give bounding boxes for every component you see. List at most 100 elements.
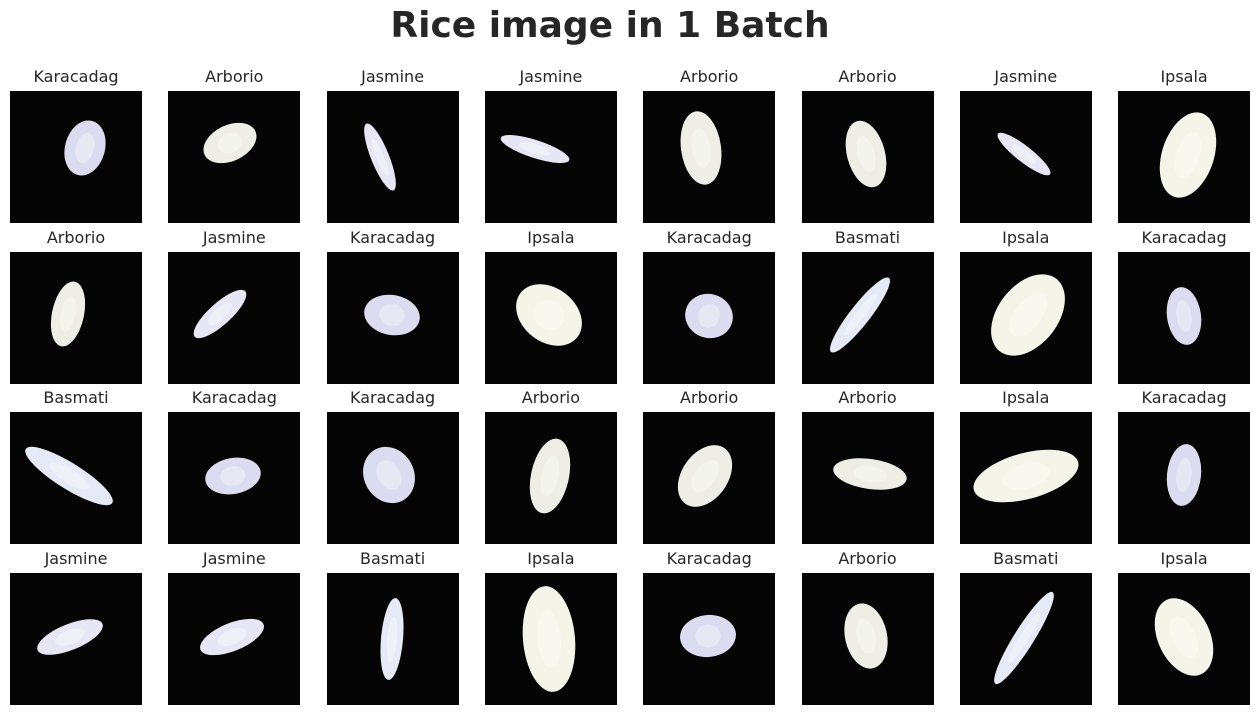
rice-grain-image (326, 91, 459, 223)
rice-grain-image (801, 573, 934, 706)
rice-grain-svg (959, 412, 1092, 545)
rice-grain-image (643, 573, 776, 706)
rice-grain (1166, 444, 1202, 507)
rice-grain-highlight (55, 628, 85, 646)
cell-label: Arborio (838, 549, 897, 569)
rice-grain-highlight (376, 460, 402, 491)
cell-label: Karacadag (350, 388, 436, 408)
cell-label: Arborio (680, 388, 739, 408)
rice-grain-highlight (49, 462, 89, 490)
rice-grain (529, 439, 571, 514)
cell-label: Karacadag (666, 549, 752, 569)
rice-grain (829, 277, 890, 353)
rice-grain (64, 120, 106, 176)
rice-grain-highlight (855, 135, 876, 173)
rice-grain (832, 458, 907, 491)
rice-grain-highlight (540, 455, 560, 497)
rice-grain-image (1118, 251, 1251, 384)
rice-grain-highlight (533, 299, 565, 331)
rice-grain (25, 447, 113, 506)
rice-grain-highlight (1002, 462, 1050, 491)
rice-grain-image (326, 412, 459, 545)
rice-grain-image (326, 251, 459, 384)
rice-grain-svg (959, 91, 1092, 223)
rice-grain (362, 447, 415, 504)
cell-label: Ipsala (1002, 388, 1050, 408)
rice-grain-svg (643, 91, 776, 223)
cell-label: Basmati (43, 388, 109, 408)
rice-grain (363, 123, 396, 191)
rice-grain-image (801, 91, 934, 223)
rice-grain (845, 120, 886, 188)
rice-grain-svg (1118, 573, 1251, 706)
rice-grain-svg (10, 412, 142, 545)
rice-grain (973, 450, 1079, 503)
rice-grain-svg (10, 573, 142, 706)
rice-grain (200, 618, 265, 656)
rice-grain (680, 111, 722, 185)
rice-grain-svg (1118, 91, 1251, 223)
rice-grain-svg (168, 251, 301, 384)
cell-label: Jasmine (994, 67, 1058, 86)
rice-grain-image (959, 251, 1092, 384)
cell-label: Ipsala (1160, 67, 1208, 86)
cell-label: Karacadag (1141, 227, 1227, 247)
rice-grain-svg (10, 251, 142, 384)
rice-grain-highlight (218, 132, 243, 154)
rice-grain-svg (484, 251, 617, 384)
rice-grain (993, 591, 1054, 685)
rice-grain-highlight (855, 618, 876, 654)
rice-grain-highlight (1007, 612, 1040, 664)
rice-grain-svg (643, 412, 776, 545)
rice-grain-highlight (1008, 293, 1047, 337)
rice-grain (50, 281, 86, 347)
rice-grain-svg (1118, 412, 1251, 545)
rice-grain-highlight (1011, 144, 1036, 164)
rice-grain-image (801, 412, 934, 545)
cell-label: Basmati (834, 227, 901, 247)
rice-grain-image (959, 91, 1092, 223)
rice-grain-image (643, 251, 776, 384)
rice-grain-highlight (843, 294, 876, 336)
rice-grain (363, 294, 420, 335)
figure-title: Rice image in 1 Batch (390, 5, 830, 46)
rice-grain-highlight (1176, 299, 1192, 332)
rice-grain-svg (959, 251, 1092, 384)
cell-label: Arborio (205, 67, 264, 86)
cell-label: Ipsala (1002, 227, 1050, 247)
cell-label: Karacadag (1141, 388, 1227, 408)
rice-grain-image (959, 412, 1092, 545)
rice-grain-highlight (1174, 131, 1202, 179)
rice-grain-image (484, 412, 617, 545)
rice-grain-image (1118, 412, 1251, 545)
rice-grain-svg (1118, 251, 1251, 384)
rice-grain-image (168, 251, 301, 384)
rice-grain-highlight (536, 610, 561, 669)
rice-grain-svg (168, 91, 301, 223)
rice-grain-svg (643, 573, 776, 706)
rice-grain-highlight (852, 465, 887, 483)
rice-grain (205, 458, 262, 495)
rice-grain-image (326, 573, 459, 706)
rice-grain-svg (326, 251, 459, 384)
rice-grain (678, 445, 733, 508)
rice-grain (997, 132, 1051, 176)
rice-grain-highlight (371, 138, 388, 176)
rice-grain (843, 603, 888, 669)
cell-label: Karacadag (666, 227, 752, 247)
cell-label: Jasmine (361, 67, 425, 86)
rice-grain-image (10, 412, 142, 545)
rice-grain-highlight (386, 616, 397, 662)
cell-label: Arborio (838, 67, 897, 86)
rice-grain-image (10, 573, 142, 706)
rice-grain-highlight (698, 303, 721, 328)
rice-grain-svg (326, 573, 459, 706)
rice-grain-svg (10, 91, 142, 223)
rice-grain (685, 293, 734, 338)
rice-grain (990, 274, 1065, 356)
rice-grain (680, 615, 737, 658)
rice-grain-image (1118, 91, 1251, 223)
rice-grain (37, 619, 103, 655)
rice-grain-highlight (519, 142, 551, 156)
cell-label: Ipsala (1160, 549, 1208, 569)
